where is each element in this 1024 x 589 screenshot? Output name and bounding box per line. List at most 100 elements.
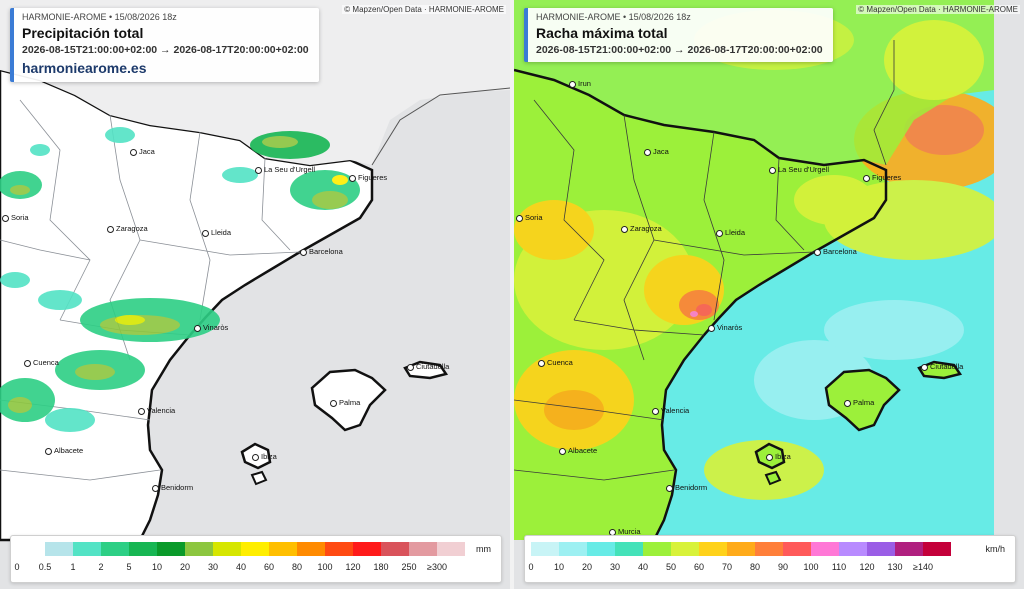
legend-swatch <box>325 542 353 556</box>
legend-swatch <box>923 542 951 556</box>
gust-field <box>514 90 1014 500</box>
city-label-palma: Palma <box>330 398 360 407</box>
title-card: HARMONIE-AROME • 15/08/2026 18z Precipit… <box>10 8 319 82</box>
legend-swatch <box>269 542 297 556</box>
city-marker-icon <box>666 484 673 492</box>
city-label-benidorm: Benidorm <box>666 483 707 492</box>
city-marker-icon <box>769 166 776 174</box>
city-label-ibiza: Ibiza <box>252 452 277 461</box>
city-marker-icon <box>766 453 773 461</box>
legend-swatch <box>867 542 895 556</box>
city-marker-icon <box>255 166 262 174</box>
panel-divider[interactable] <box>510 0 514 589</box>
legend-unit: mm <box>476 544 491 554</box>
city-marker-icon <box>407 363 414 371</box>
time-range: 2026-08-15T21:00:00+02:00 → 2026-08-17T2… <box>22 44 309 56</box>
legend-tick-label: 100 <box>317 562 333 572</box>
legend-swatch <box>73 542 101 556</box>
legend-tick-label: 180 <box>373 562 389 572</box>
wind-gust-map[interactable] <box>514 0 1024 589</box>
legend-swatch <box>531 542 559 556</box>
map-title: Precipitación total <box>22 25 144 41</box>
model-run-label: HARMONIE-AROME • 15/08/2026 18z <box>22 12 177 22</box>
city-label-valencia: Valencia <box>138 406 175 415</box>
site-link[interactable]: harmoniearome.es <box>22 60 147 76</box>
city-label-ciutadella: Ciutadella <box>407 362 449 371</box>
legend-tick-label: 0.5 <box>38 562 52 572</box>
legend-tick-label: 0 <box>14 562 20 572</box>
city-label-seu: La Seu d'Urgell <box>769 165 829 174</box>
city-label-seu: La Seu d'Urgell <box>255 165 315 174</box>
legend-tick-label: 10 <box>553 562 564 572</box>
legend-tick-label: 20 <box>581 562 592 572</box>
legend-swatch <box>101 542 129 556</box>
city-marker-icon <box>138 407 145 415</box>
legend-tick-label: 40 <box>235 562 246 572</box>
city-label-figueres: Figueres <box>863 173 901 182</box>
city-label-albacete: Albacete <box>45 446 83 455</box>
legend-tick-labels: 0 0.5 1 2 5 10 20 30 40 60 80 100 120 180 250 ≥300 <box>14 562 465 572</box>
precipitation-map[interactable] <box>0 0 510 589</box>
legend-tick-label: 2 <box>98 562 104 572</box>
legend-swatch <box>839 542 867 556</box>
mallorca-island <box>310 368 387 432</box>
city-marker-icon <box>814 248 821 256</box>
city-label-albacete: Albacete <box>559 446 597 455</box>
map-title: Racha máxima total <box>536 25 668 41</box>
city-marker-icon <box>516 214 523 222</box>
legend-tick-label: 120 <box>859 562 875 572</box>
city-marker-icon <box>559 447 566 455</box>
city-marker-icon <box>107 225 114 233</box>
city-marker-icon <box>921 363 928 371</box>
city-label-cuenca: Cuenca <box>538 358 573 367</box>
city-marker-icon <box>130 148 137 156</box>
legend-tick-labels: 0 10 20 30 40 50 60 70 80 90 100 110 120 130 ≥140 <box>528 562 951 572</box>
legend-tick-label: 120 <box>345 562 361 572</box>
legend-swatch <box>615 542 643 556</box>
legend-tick-label: 30 <box>609 562 620 572</box>
legend-tick-label: 60 <box>263 562 274 572</box>
legend-swatch <box>241 542 269 556</box>
city-marker-icon <box>644 148 651 156</box>
city-label-barcelona: Barcelona <box>814 247 857 256</box>
legend-swatch <box>409 542 437 556</box>
legend-tick-label: 1 <box>70 562 76 572</box>
city-marker-icon <box>300 248 307 256</box>
city-marker-icon <box>349 174 356 182</box>
time-range: 2026-08-15T21:00:00+02:00 → 2026-08-17T2… <box>536 44 823 56</box>
city-marker-icon <box>538 359 545 367</box>
legend-tick-label: 10 <box>151 562 162 572</box>
city-label-ibiza: Ibiza <box>766 452 791 461</box>
legend-tick-label: 50 <box>665 562 676 572</box>
legend-swatch <box>699 542 727 556</box>
legend-swatch <box>297 542 325 556</box>
legend-swatch <box>587 542 615 556</box>
city-marker-icon <box>716 229 723 237</box>
legend-swatch <box>727 542 755 556</box>
legend-tick-label: 110 <box>831 562 847 572</box>
city-label-ciutadella: Ciutadella <box>921 362 963 371</box>
city-marker-icon <box>569 80 576 88</box>
city-marker-icon <box>194 324 201 332</box>
legend-swatch <box>17 542 45 556</box>
wind-gust-map-panel[interactable]: © Mapzen/Open Data · HARMONIE-AROME HARM… <box>514 0 1024 589</box>
legend-tick-label: 40 <box>637 562 648 572</box>
legend-swatch <box>437 542 465 556</box>
city-marker-icon <box>45 447 52 455</box>
legend-tick-label: 0 <box>528 562 534 572</box>
legend-swatch <box>353 542 381 556</box>
title-card: HARMONIE-AROME • 15/08/2026 18z Racha má… <box>524 8 833 62</box>
legend-swatch <box>671 542 699 556</box>
legend-swatch <box>129 542 157 556</box>
menorca-island <box>403 360 449 380</box>
legend-tick-label: ≥300 <box>427 562 447 572</box>
city-marker-icon <box>863 174 870 182</box>
city-marker-icon <box>24 359 31 367</box>
city-marker-icon <box>844 399 851 407</box>
legend-tick-label: 60 <box>693 562 704 572</box>
city-label-cuenca: Cuenca <box>24 358 59 367</box>
precipitation-map-panel[interactable]: © Mapzen/Open Data · HARMONIE-AROME HARM… <box>0 0 510 589</box>
legend-swatch <box>559 542 587 556</box>
city-marker-icon <box>708 324 715 332</box>
city-label-valencia: Valencia <box>652 406 689 415</box>
